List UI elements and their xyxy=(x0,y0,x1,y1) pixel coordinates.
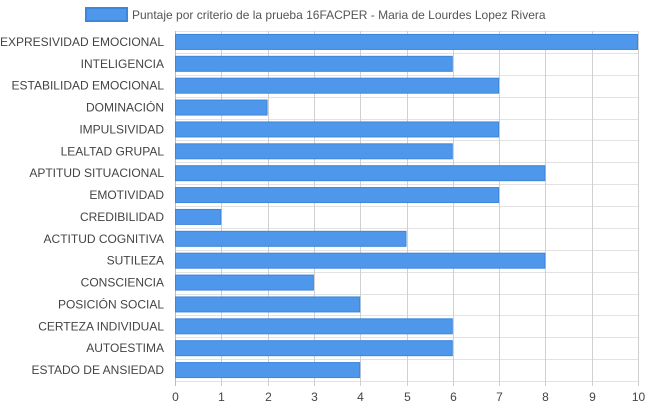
bar[interactable] xyxy=(175,230,407,247)
bar[interactable] xyxy=(175,187,500,204)
category-label: ACTITUD COGNITIVA xyxy=(44,232,164,246)
bar[interactable] xyxy=(175,33,638,50)
bar[interactable] xyxy=(175,77,500,94)
bar[interactable] xyxy=(175,274,314,291)
category-label: POSICIÓN SOCIAL xyxy=(58,296,164,311)
category-label: ESTADO DE ANSIEDAD xyxy=(32,363,165,377)
bar[interactable] xyxy=(175,143,453,160)
category-label: CERTEZA INDIVIDUAL xyxy=(38,319,164,333)
x-tick-label: 7 xyxy=(496,390,503,404)
x-tick-label: 0 xyxy=(172,390,179,404)
x-tick-label: 1 xyxy=(218,390,225,404)
category-label: CREDIBILIDAD xyxy=(80,210,164,224)
x-tick-label: 2 xyxy=(265,390,272,404)
category-label: LEALTAD GRUPAL xyxy=(61,144,165,158)
category-label: DOMINACIÓN xyxy=(86,100,164,115)
category-label: ESTABILIDAD EMOCIONAL xyxy=(12,79,165,93)
x-tick-label: 4 xyxy=(357,390,364,404)
x-tick-label: 6 xyxy=(450,390,457,404)
category-label: APTITUD SITUACIONAL xyxy=(29,166,164,180)
category-label: EMOTIVIDAD xyxy=(89,188,164,202)
bars xyxy=(175,33,638,379)
bar[interactable] xyxy=(175,318,453,335)
category-label: EXPRESIVIDAD EMOCIONAL xyxy=(0,35,164,49)
bar[interactable] xyxy=(175,55,453,72)
legend-swatch xyxy=(85,7,128,22)
x-axis-ticks: 0 1 2 3 4 5 6 7 8 9 10 xyxy=(172,390,645,404)
x-tick-label: 9 xyxy=(589,390,596,404)
category-label: IMPULSIVIDAD xyxy=(79,122,164,136)
bar[interactable] xyxy=(175,296,361,313)
bar[interactable] xyxy=(175,121,500,138)
bar[interactable] xyxy=(175,208,222,225)
category-label: INTELIGENCIA xyxy=(81,57,164,71)
bar[interactable] xyxy=(175,252,546,269)
category-label: AUTOESTIMA xyxy=(86,341,164,355)
category-label: SUTILEZA xyxy=(107,254,164,268)
bar[interactable] xyxy=(175,99,268,116)
legend-label: Puntaje por criterio de la prueba 16FACP… xyxy=(132,8,546,22)
bar[interactable] xyxy=(175,165,546,182)
x-tick-label: 10 xyxy=(632,390,646,404)
bar[interactable] xyxy=(175,340,453,357)
category-label: CONSCIENCIA xyxy=(81,276,164,290)
x-tick-label: 5 xyxy=(404,390,411,404)
x-tick-label: 3 xyxy=(311,390,318,404)
x-tick-label: 8 xyxy=(542,390,549,404)
legend[interactable]: Puntaje por criterio de la prueba 16FACP… xyxy=(85,7,546,22)
bar[interactable] xyxy=(175,362,361,379)
category-labels: EXPRESIVIDAD EMOCIONAL INTELIGENCIA ESTABI… xyxy=(0,35,164,377)
